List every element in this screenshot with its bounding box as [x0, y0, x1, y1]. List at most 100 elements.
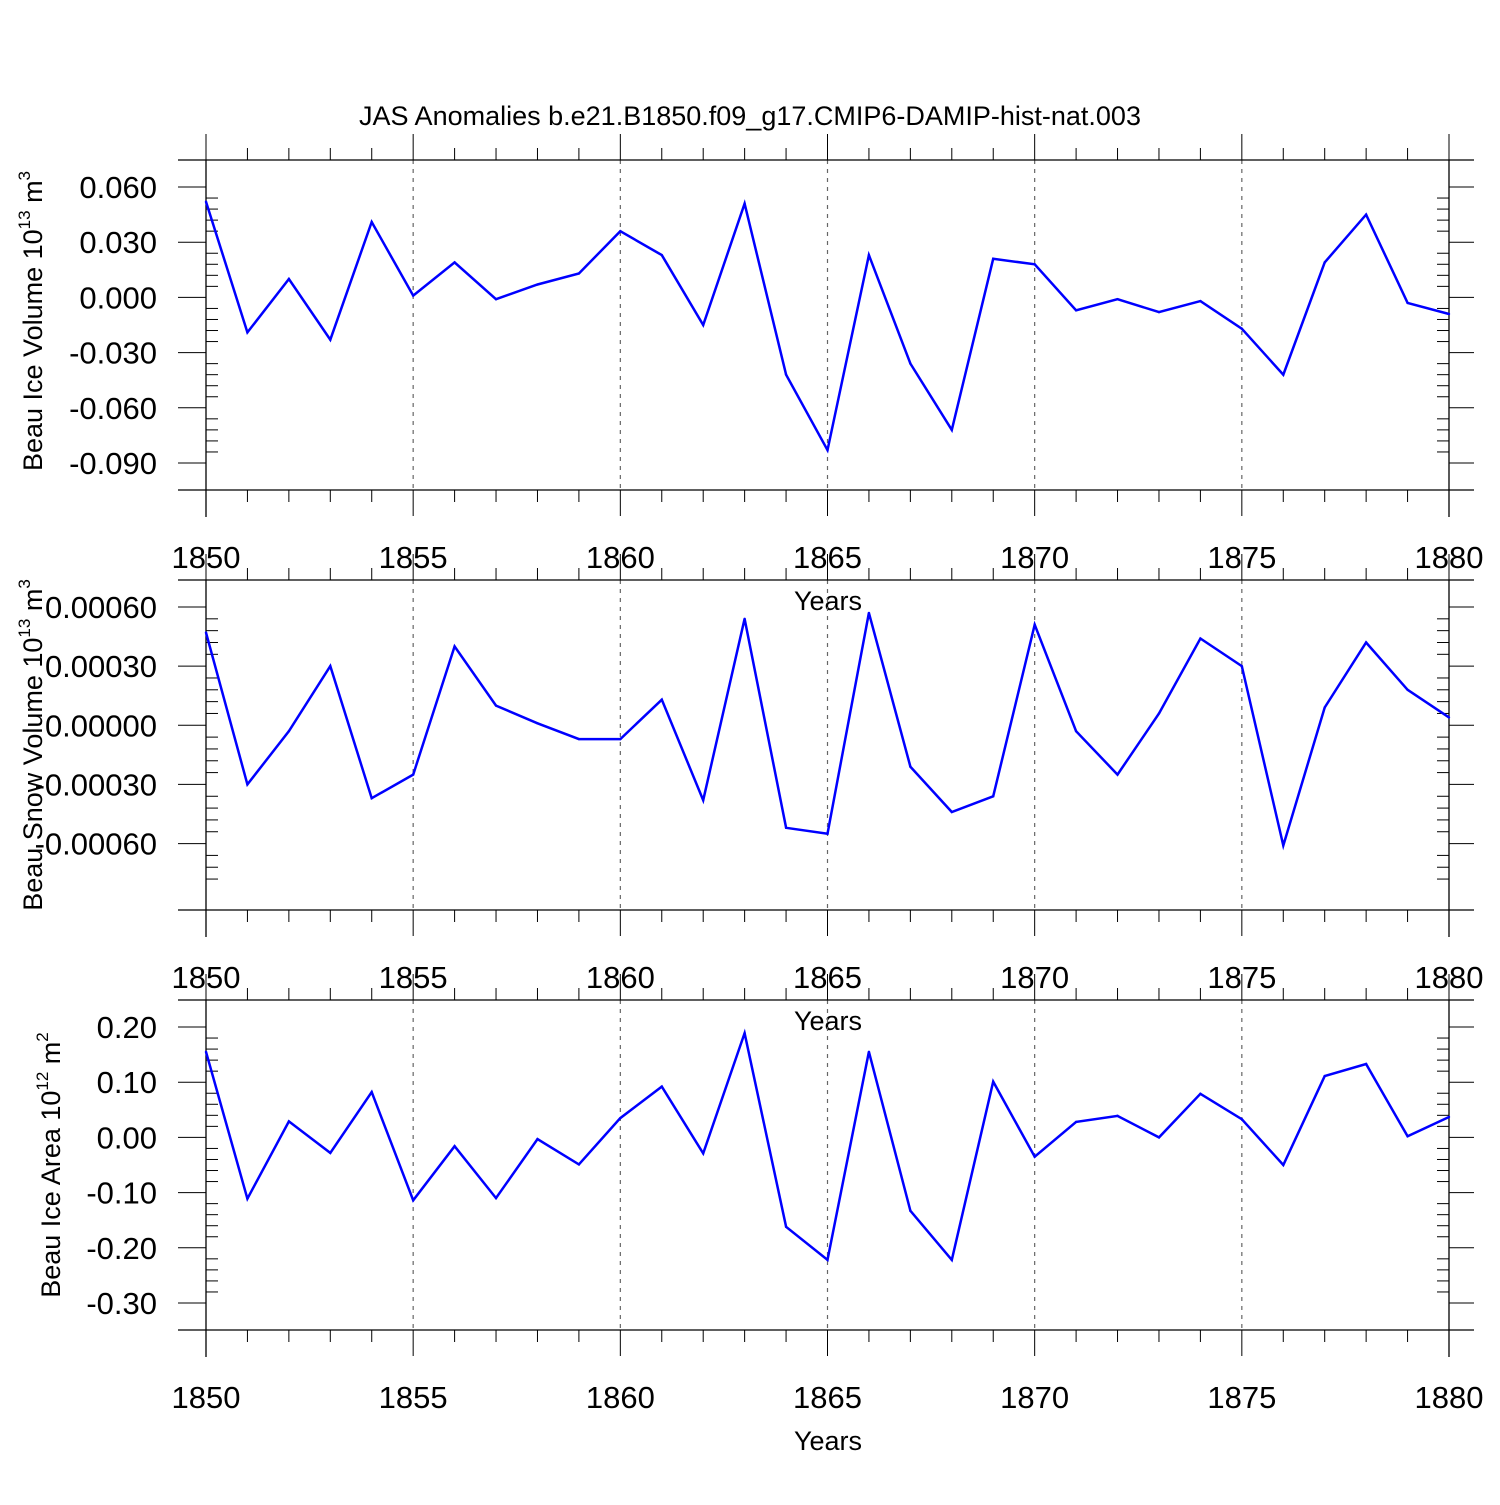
data-point — [1282, 1163, 1285, 1167]
data-point — [1116, 773, 1119, 776]
data-point — [743, 1031, 746, 1035]
data-point — [204, 200, 208, 203]
data-point — [743, 617, 746, 621]
data-point — [743, 202, 746, 205]
data-point — [1074, 730, 1078, 733]
data-point — [536, 1137, 539, 1141]
data-point — [950, 428, 953, 432]
data-point — [950, 810, 953, 814]
data-point — [1364, 641, 1368, 644]
data-point — [784, 373, 788, 376]
y-tick-label: -0.090 — [69, 446, 157, 481]
data-point — [1157, 712, 1161, 715]
y-axis-title-main: Beau Snow Volume 10 — [18, 638, 48, 911]
area-panel: 0.20 0.10 0.00 -0.10 -0.20 -0.30 1850 1855 1860 1… — [33, 974, 1483, 1456]
data-point — [660, 253, 663, 257]
data-point — [287, 277, 291, 281]
x-axis-title: Years — [794, 1426, 862, 1456]
data-point — [1323, 706, 1326, 709]
y-axis-title: Beau Ice Area 1012 m2 — [33, 1032, 66, 1298]
data-point — [1240, 327, 1244, 330]
data-point — [411, 773, 415, 776]
y-axis-title-exponent: 13 — [15, 619, 34, 638]
data-point — [1199, 1092, 1202, 1095]
data-point — [1406, 301, 1409, 305]
data-point — [1199, 637, 1202, 640]
data-point — [1447, 716, 1451, 719]
data-point — [1033, 1155, 1036, 1158]
data-point — [204, 631, 208, 634]
y-tick-label: 0.00030 — [45, 649, 157, 684]
data-point — [1364, 1062, 1368, 1066]
data-point — [1199, 299, 1202, 303]
y-axis-title-exponent: 13 — [15, 210, 34, 229]
data-point — [619, 229, 622, 233]
data-point — [702, 1152, 705, 1155]
data-point — [1116, 1114, 1119, 1118]
data-point — [660, 698, 663, 701]
y-tick-label: 0.00060 — [45, 590, 157, 625]
x-tick-label: 1870 — [1000, 1380, 1069, 1415]
y-tick-label: -0.00030 — [35, 767, 157, 802]
data-point — [1116, 298, 1119, 301]
data-point — [370, 220, 373, 224]
x-tick-label: 1855 — [379, 1380, 448, 1415]
data-point — [1323, 261, 1326, 264]
series-line — [204, 612, 1450, 851]
data-point — [453, 261, 456, 264]
data-point — [329, 338, 332, 341]
data-point — [1447, 1115, 1451, 1119]
y-axis-title: Beau Snow Volume 1013 m3 — [15, 579, 48, 911]
data-point — [246, 331, 249, 334]
data-point — [536, 283, 539, 286]
data-point — [619, 737, 622, 741]
y-axis-title-unit: m — [18, 589, 48, 619]
y-tick-label: 0.10 — [97, 1065, 157, 1100]
data-point — [909, 1209, 912, 1213]
data-point — [950, 1258, 953, 1262]
data-point — [1406, 1135, 1409, 1138]
data-point — [1157, 310, 1161, 314]
y-tick-label: -0.060 — [69, 391, 157, 426]
x-tick-label: 1880 — [1415, 1380, 1484, 1415]
data-point — [1323, 1074, 1326, 1078]
data-point — [909, 362, 912, 365]
y-tick-label: 0.00 — [97, 1120, 157, 1155]
data-point — [329, 1151, 332, 1155]
x-tick-label: 1860 — [586, 1380, 655, 1415]
data-point — [370, 797, 373, 800]
data-point — [411, 294, 415, 297]
y-tick-label: 0.000 — [79, 280, 157, 315]
data-point — [329, 664, 332, 668]
data-point — [1074, 309, 1078, 312]
x-tick-label: 1865 — [793, 1380, 862, 1415]
data-point — [453, 1145, 456, 1148]
data-point — [1364, 213, 1368, 216]
data-point — [577, 737, 581, 741]
data-point — [1240, 664, 1244, 668]
data-point — [1033, 263, 1036, 266]
y-axis-title-unit-exponent: 2 — [33, 1032, 52, 1041]
data-point — [411, 1199, 415, 1202]
data-point — [1406, 688, 1409, 691]
y-axis-title-unit-exponent: 3 — [15, 579, 34, 588]
data-point — [370, 1090, 373, 1094]
data-point — [246, 1197, 249, 1200]
data-point — [577, 272, 581, 275]
snow-panel: 0.000600.000300.00000-0.00030-0.00060185… — [15, 554, 1483, 1036]
data-point — [867, 253, 871, 257]
y-tick-label: -0.20 — [86, 1231, 157, 1266]
data-point — [204, 1050, 208, 1054]
x-tick-label: 1875 — [1207, 1380, 1276, 1415]
data-point — [826, 832, 829, 835]
data-point — [826, 1258, 829, 1262]
data-point — [992, 1080, 995, 1083]
data-point — [287, 1120, 291, 1123]
data-point — [1282, 373, 1285, 376]
data-point — [702, 323, 705, 327]
data-point — [1240, 1117, 1244, 1121]
y-axis-title-main: Beau Ice Volume 10 — [18, 229, 48, 471]
data-point — [784, 826, 788, 829]
data-point — [867, 1050, 871, 1054]
